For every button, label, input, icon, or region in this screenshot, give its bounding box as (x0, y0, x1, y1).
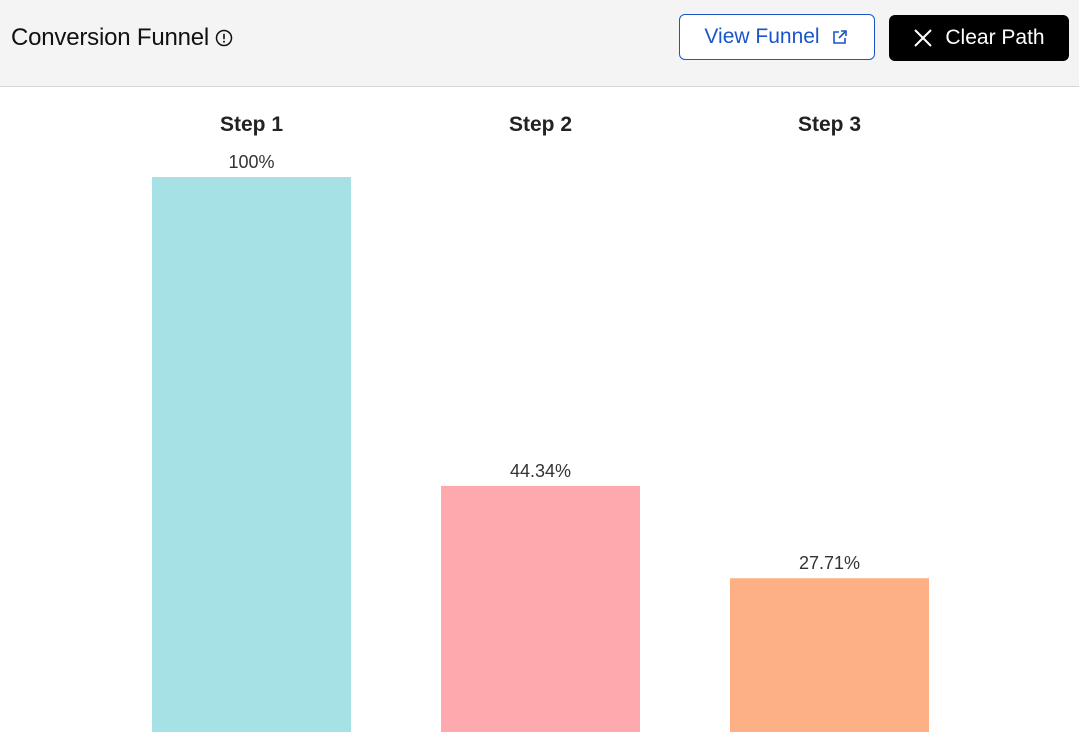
bar-value-label: 27.71% (799, 553, 860, 573)
external-link-icon (830, 27, 850, 47)
bar-value-label: 44.34% (510, 461, 571, 481)
title-group: Conversion Funnel (11, 24, 233, 52)
view-funnel-label: View Funnel (704, 25, 820, 48)
header-bar: Conversion Funnel View Funnel Clea (0, 0, 1079, 87)
page-title: Conversion Funnel (11, 24, 210, 51)
funnel-bar[interactable] (152, 177, 351, 732)
clear-path-label: Clear Path (945, 26, 1045, 49)
clear-path-button[interactable]: Clear Path (889, 15, 1069, 61)
funnel-bar[interactable] (441, 485, 640, 732)
info-circle-icon[interactable] (215, 29, 233, 47)
view-funnel-button[interactable]: View Funnel (679, 14, 875, 60)
bar-value-label: 100% (228, 152, 274, 172)
funnel-chart: Step 1 100% Step 2 44.34% Step 3 27.71% (152, 113, 929, 732)
step-label: Step 2 (509, 113, 572, 136)
funnel-bar[interactable] (730, 578, 929, 732)
step-label: Step 3 (798, 113, 861, 136)
step-label: Step 1 (220, 113, 283, 136)
close-icon (913, 28, 933, 48)
